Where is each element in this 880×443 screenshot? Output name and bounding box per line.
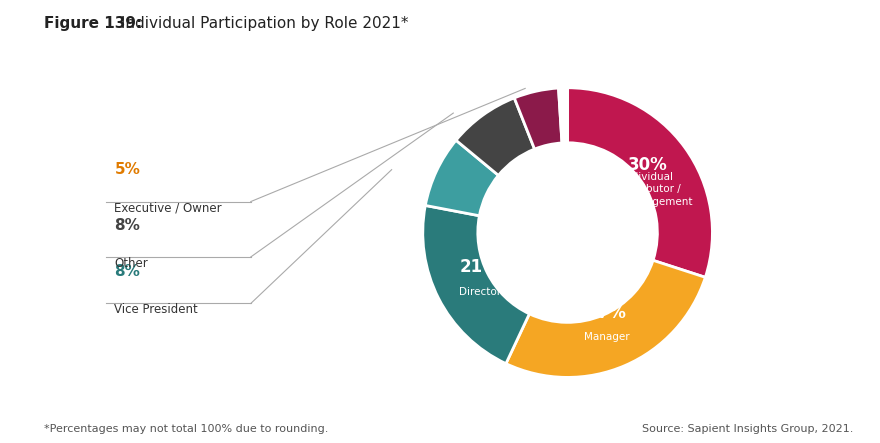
Wedge shape bbox=[425, 140, 498, 216]
Text: Figure 139:: Figure 139: bbox=[44, 16, 143, 31]
Wedge shape bbox=[514, 88, 562, 149]
Text: 5%: 5% bbox=[114, 162, 140, 177]
Wedge shape bbox=[559, 88, 568, 143]
Wedge shape bbox=[456, 98, 534, 175]
Text: Individual
Contributor /
Nonmanagement: Individual Contributor / Nonmanagement bbox=[602, 172, 693, 206]
Text: *Percentages may not total 100% due to rounding.: *Percentages may not total 100% due to r… bbox=[44, 424, 328, 434]
Text: Vice President: Vice President bbox=[114, 303, 198, 316]
Text: Source: Sapient Insights Group, 2021.: Source: Sapient Insights Group, 2021. bbox=[642, 424, 854, 434]
Text: 21%: 21% bbox=[460, 258, 500, 276]
Wedge shape bbox=[568, 88, 713, 277]
Text: Director: Director bbox=[458, 287, 501, 297]
Text: 8%: 8% bbox=[114, 264, 140, 279]
Wedge shape bbox=[506, 260, 706, 377]
Text: 8%: 8% bbox=[114, 218, 140, 233]
Text: Executive / Owner: Executive / Owner bbox=[114, 202, 222, 214]
Text: Individual Participation by Role 2021*: Individual Participation by Role 2021* bbox=[116, 16, 408, 31]
Text: Other: Other bbox=[114, 257, 148, 270]
Text: 27%: 27% bbox=[587, 304, 627, 322]
Text: Manager: Manager bbox=[584, 332, 629, 342]
Wedge shape bbox=[422, 206, 530, 364]
Text: 30%: 30% bbox=[627, 155, 667, 174]
